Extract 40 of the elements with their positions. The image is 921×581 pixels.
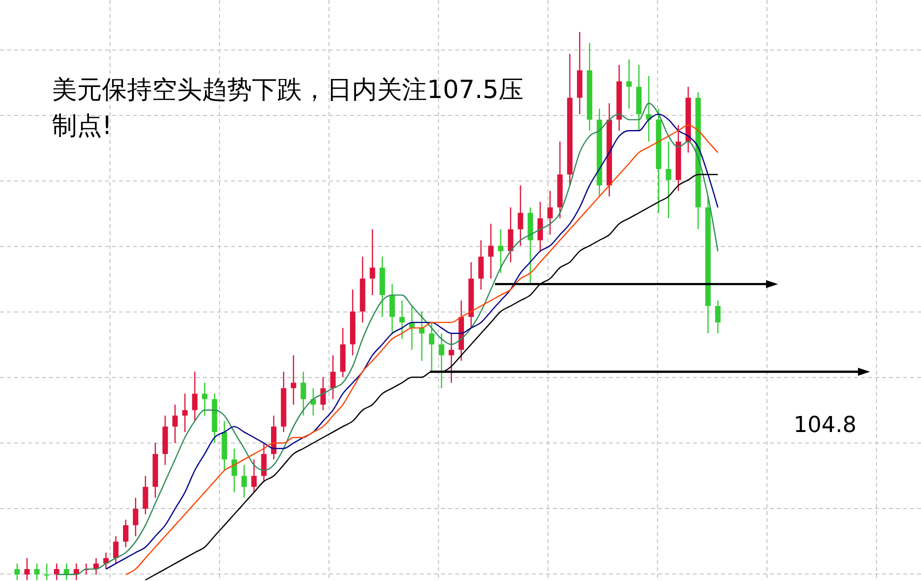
candlestick bbox=[448, 332, 454, 384]
candlestick bbox=[419, 310, 424, 362]
candlestick bbox=[715, 300, 721, 334]
candlestick bbox=[34, 562, 40, 581]
candlestick bbox=[399, 300, 405, 340]
candlestick bbox=[44, 562, 50, 581]
candlestick bbox=[54, 562, 60, 581]
candlestick bbox=[389, 283, 395, 334]
candlestick bbox=[537, 201, 543, 252]
candlestick bbox=[172, 404, 178, 444]
candlestick bbox=[320, 376, 326, 411]
candlestick bbox=[24, 557, 30, 581]
candlestick bbox=[202, 382, 208, 416]
text: 104.8 bbox=[794, 413, 856, 438]
candlestick bbox=[508, 206, 514, 263]
candlestick bbox=[438, 332, 444, 389]
candlestick bbox=[123, 519, 128, 548]
candlestick bbox=[547, 190, 553, 236]
candlestick bbox=[142, 475, 148, 515]
candlestick bbox=[330, 354, 336, 400]
candlestick bbox=[518, 184, 524, 246]
candlestick bbox=[300, 371, 306, 416]
candlestick bbox=[428, 322, 434, 372]
candlestick bbox=[488, 223, 494, 280]
candlestick bbox=[14, 562, 20, 581]
candlestick bbox=[182, 393, 188, 433]
candlestick bbox=[113, 536, 119, 564]
candlestick bbox=[192, 371, 198, 422]
candlestick bbox=[261, 442, 267, 482]
candlestick bbox=[290, 354, 296, 406]
candlestick bbox=[478, 240, 484, 290]
text: 美元保持空头趋势下跌，日内关注107.5压制点! bbox=[52, 74, 525, 142]
candlestick bbox=[132, 497, 138, 537]
candlestick bbox=[251, 458, 257, 493]
candlestick bbox=[666, 141, 672, 219]
candlestick bbox=[626, 58, 632, 110]
candlestick bbox=[232, 448, 237, 493]
candlestick bbox=[498, 228, 504, 274]
candlestick bbox=[370, 228, 376, 296]
candlestick bbox=[241, 464, 247, 498]
